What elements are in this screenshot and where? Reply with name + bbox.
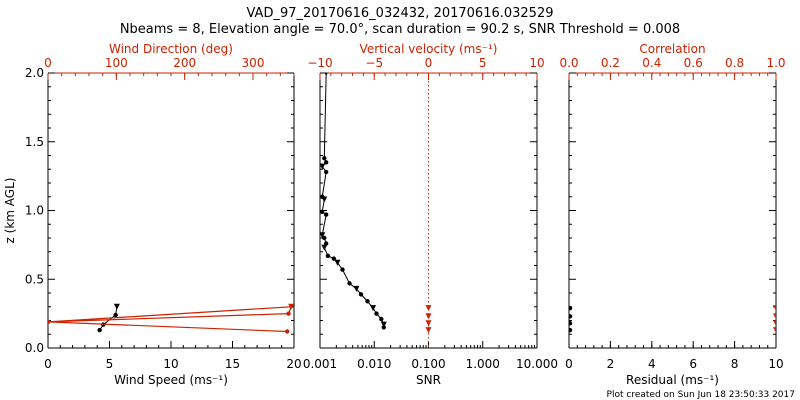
data-point: [321, 196, 328, 203]
x2-tick-label: 0.0: [559, 56, 578, 70]
data-point: [113, 312, 118, 318]
x-axis-label: Residual (ms⁻¹): [626, 373, 719, 387]
x-tick-label: 8: [731, 357, 739, 371]
data-point: [320, 209, 325, 215]
x2-tick-label: 0: [425, 56, 433, 70]
data-point: [773, 313, 776, 320]
x-tick-label: 0: [44, 357, 52, 371]
x-axis-label: Wind Speed (ms⁻¹): [114, 373, 228, 387]
x-axis-label: SNR: [416, 373, 441, 387]
data-point: [323, 212, 329, 217]
data-point: [331, 256, 337, 261]
data-point: [569, 327, 573, 333]
data-point: [323, 169, 329, 175]
x2-tick-label: −5: [365, 56, 383, 70]
data-point: [425, 320, 432, 327]
x2-tick-label: 0.8: [725, 56, 744, 70]
y-tick-label: 1.0: [25, 204, 44, 218]
data-point: [773, 327, 776, 334]
x-tick-label: 0.100: [411, 357, 445, 371]
data-point: [569, 321, 573, 326]
data-point: [288, 303, 294, 310]
data-point: [286, 311, 291, 316]
data-point: [320, 232, 326, 239]
data-point: [347, 281, 352, 286]
data-point: [113, 303, 120, 310]
x-tick-label: 2: [607, 357, 615, 371]
data-point: [325, 253, 331, 259]
data-point: [334, 259, 341, 266]
x2-tick-label: 0.6: [684, 56, 703, 70]
data-point: [370, 305, 377, 312]
x2-tick-label: 0.4: [642, 56, 661, 70]
y-tick-label: 1.5: [25, 135, 44, 149]
data-point: [425, 313, 432, 320]
x-tick-label: 10: [768, 357, 783, 371]
data-point: [284, 329, 290, 334]
x2-tick-label: −10: [307, 56, 332, 70]
data-point: [380, 321, 387, 328]
x-tick-label: 6: [689, 357, 697, 371]
x-tick-label: 0: [565, 357, 573, 371]
x2-tick-label: 5: [479, 56, 487, 70]
y-axis-label: z (km AGL): [3, 178, 17, 244]
data-point: [773, 305, 776, 312]
x2-axis-label: Wind Direction (deg): [109, 42, 233, 56]
data-point: [322, 235, 327, 241]
x-tick-label: 0.010: [357, 357, 391, 371]
y-tick-label: 0.5: [25, 272, 44, 286]
data-point: [569, 314, 573, 319]
panel-residual: 0 2 4 6 8 10 Residual (ms⁻¹) 0.0 0.2 0.4 0.6 0.8 1.0…: [559, 42, 785, 387]
y-tick-label: 2.0: [25, 66, 44, 80]
x2-tick-label: 100: [105, 56, 128, 70]
x2-tick-label: 0: [44, 56, 52, 70]
x-tick-label: 0.001: [303, 357, 337, 371]
panel-snr: 0.001 0.010 0.100 1.000 10.000 SNR −10 −5 0 5 10 Ve…: [303, 42, 558, 387]
series-group: [320, 73, 432, 334]
panel-wind: 0 5 10 15 20 Wind Speed (ms⁻¹) 0 100 200 300 Wind …: [3, 42, 302, 387]
data-point: [425, 327, 432, 334]
chart-title: VAD_97_20170616_032432, 20170616.032529: [247, 6, 554, 21]
data-point: [48, 319, 51, 325]
x2-axis-label: Vertical velocity (ms⁻¹): [360, 42, 498, 56]
x2-axis-label: Correlation: [639, 42, 705, 56]
data-point: [374, 311, 379, 316]
data-point: [773, 320, 776, 327]
x-tick-label: 20: [286, 357, 301, 371]
data-point: [323, 241, 329, 246]
x2-tick-label: 300: [242, 56, 265, 70]
data-point: [324, 73, 328, 76]
data-point: [425, 305, 432, 312]
data-point: [321, 244, 328, 251]
data-point: [320, 163, 326, 170]
x-tick-label: 4: [648, 357, 656, 371]
x-tick-label: 1.000: [466, 357, 500, 371]
x2-tick-label: 200: [173, 56, 196, 70]
x-tick-label: 5: [106, 357, 114, 371]
data-point: [97, 327, 102, 333]
data-point: [340, 267, 345, 272]
x-tick-label: 15: [225, 357, 240, 371]
plot-created-note: Plot created on Sun Jun 18 23:50:33 2017: [607, 390, 795, 400]
data-point: [353, 285, 360, 292]
data-point: [358, 292, 364, 297]
data-point: [323, 160, 329, 165]
data-point: [569, 305, 573, 311]
data-point: [365, 299, 370, 304]
x2-tick-label: 10: [529, 56, 544, 70]
data-point: [379, 316, 384, 322]
data-point: [381, 325, 387, 330]
chart-subtitle: Nbeams = 8, Elevation angle = 70.0°, sca…: [120, 22, 680, 37]
x2-tick-label: 1.0: [766, 56, 785, 70]
x2-tick-label: 0.2: [601, 56, 620, 70]
series-group: [569, 305, 776, 334]
data-point: [322, 156, 327, 161]
x-tick-label: 10: [163, 357, 178, 371]
series-group: [48, 303, 294, 334]
y-tick-label: 0.0: [25, 341, 44, 355]
x-tick-label: 10.000: [516, 357, 558, 371]
